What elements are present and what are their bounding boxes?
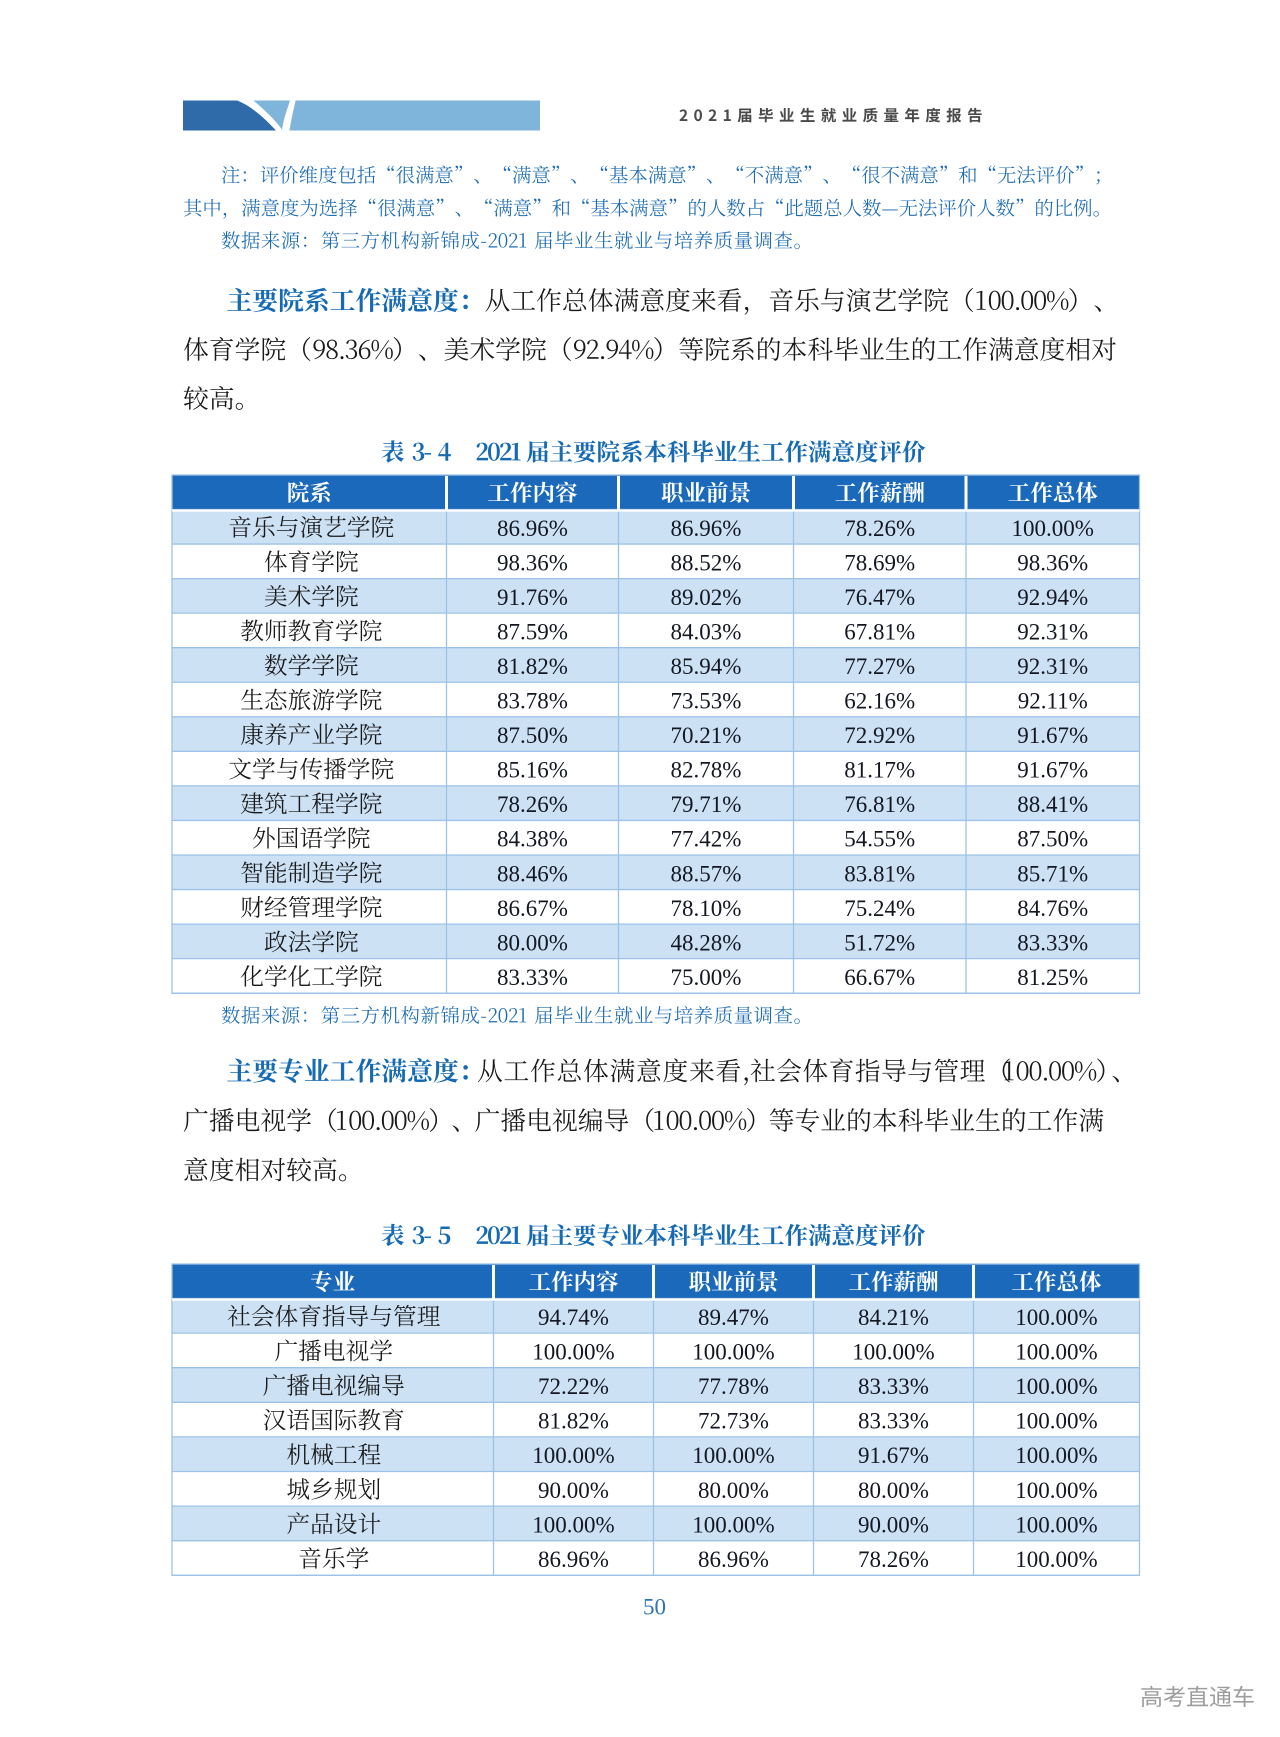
svg-text:82.78%: 82.78% <box>671 758 742 783</box>
svg-text:92.31%: 92.31% <box>1017 619 1088 644</box>
svg-text:88.46%: 88.46% <box>497 861 568 886</box>
svg-text:100.00%: 100.00% <box>532 1443 614 1468</box>
svg-text:100.00%: 100.00% <box>1015 1374 1097 1399</box>
svg-text:78.26%: 78.26% <box>497 792 568 817</box>
svg-text:85.71%: 85.71% <box>1017 861 1088 886</box>
svg-text:51.72%: 51.72% <box>844 930 915 955</box>
svg-text:100.00%: 100.00% <box>1015 1305 1097 1330</box>
svg-text:48.28%: 48.28% <box>671 930 742 955</box>
svg-text:86.67%: 86.67% <box>497 896 568 921</box>
svg-text:100.00%: 100.00% <box>1012 516 1094 541</box>
svg-text:92.11%: 92.11% <box>1018 689 1088 714</box>
svg-text:80.00%: 80.00% <box>698 1478 769 1503</box>
svg-text:86.96%: 86.96% <box>538 1547 609 1572</box>
svg-text:100.00%: 100.00% <box>1015 1547 1097 1572</box>
svg-text:86.96%: 86.96% <box>698 1547 769 1572</box>
svg-text:83.33%: 83.33% <box>858 1409 929 1434</box>
svg-text:86.96%: 86.96% <box>671 516 742 541</box>
svg-text:98.36%: 98.36% <box>497 550 568 575</box>
svg-text:77.78%: 77.78% <box>698 1374 769 1399</box>
svg-text:100.00%: 100.00% <box>1015 1478 1097 1503</box>
svg-text:100.00%: 100.00% <box>532 1339 614 1364</box>
svg-text:100.00%: 100.00% <box>1015 1512 1097 1537</box>
svg-text:84.38%: 84.38% <box>497 827 568 852</box>
svg-text:91.67%: 91.67% <box>1017 723 1088 748</box>
svg-text:89.47%: 89.47% <box>698 1305 769 1330</box>
svg-text:50: 50 <box>643 1595 666 1620</box>
svg-text:91.67%: 91.67% <box>1017 758 1088 783</box>
svg-text:100.00%: 100.00% <box>692 1512 774 1537</box>
svg-text:98.36%: 98.36% <box>1017 550 1088 575</box>
svg-text:85.16%: 85.16% <box>497 758 568 783</box>
svg-text:78.26%: 78.26% <box>844 516 915 541</box>
svg-text:81.17%: 81.17% <box>844 758 915 783</box>
svg-text:100.00%: 100.00% <box>852 1339 934 1364</box>
svg-text:84.76%: 84.76% <box>1017 896 1088 921</box>
svg-text:81.82%: 81.82% <box>497 654 568 679</box>
svg-text:67.81%: 67.81% <box>844 619 915 644</box>
svg-text:54.55%: 54.55% <box>844 827 915 852</box>
svg-text:100.00%: 100.00% <box>692 1339 774 1364</box>
svg-text:81.82%: 81.82% <box>538 1409 609 1434</box>
svg-text:91.67%: 91.67% <box>858 1443 929 1468</box>
svg-text:83.33%: 83.33% <box>1017 930 1088 955</box>
svg-text:78.69%: 78.69% <box>844 550 915 575</box>
svg-text:83.81%: 83.81% <box>844 861 915 886</box>
svg-text:79.71%: 79.71% <box>671 792 742 817</box>
svg-text:89.02%: 89.02% <box>671 585 742 610</box>
svg-text:78.10%: 78.10% <box>671 896 742 921</box>
svg-text:90.00%: 90.00% <box>858 1512 929 1537</box>
svg-text:92.31%: 92.31% <box>1017 654 1088 679</box>
svg-text:83.33%: 83.33% <box>497 965 568 990</box>
svg-text:73.53%: 73.53% <box>671 689 742 714</box>
svg-text:70.21%: 70.21% <box>671 723 742 748</box>
svg-text:62.16%: 62.16% <box>844 689 915 714</box>
svg-text:87.59%: 87.59% <box>497 619 568 644</box>
svg-text:100.00%: 100.00% <box>1015 1443 1097 1468</box>
svg-text:87.50%: 87.50% <box>1017 827 1088 852</box>
svg-text:76.47%: 76.47% <box>844 585 915 610</box>
svg-text:88.57%: 88.57% <box>671 861 742 886</box>
svg-text:88.52%: 88.52% <box>671 550 742 575</box>
svg-text:100.00%: 100.00% <box>692 1443 774 1468</box>
svg-text:94.74%: 94.74% <box>538 1305 609 1330</box>
svg-text:66.67%: 66.67% <box>844 965 915 990</box>
svg-text:100.00%: 100.00% <box>1015 1339 1097 1364</box>
svg-text:72.92%: 72.92% <box>844 723 915 748</box>
svg-text:90.00%: 90.00% <box>538 1478 609 1503</box>
svg-text:77.27%: 77.27% <box>844 654 915 679</box>
svg-text:100.00%: 100.00% <box>1015 1409 1097 1434</box>
svg-text:88.41%: 88.41% <box>1017 792 1088 817</box>
svg-text:81.25%: 81.25% <box>1017 965 1088 990</box>
svg-text:80.00%: 80.00% <box>858 1478 929 1503</box>
svg-text:84.03%: 84.03% <box>671 619 742 644</box>
svg-text:75.24%: 75.24% <box>844 896 915 921</box>
svg-text:75.00%: 75.00% <box>671 965 742 990</box>
svg-text:80.00%: 80.00% <box>497 930 568 955</box>
svg-text:83.78%: 83.78% <box>497 689 568 714</box>
svg-text:92.94%: 92.94% <box>1017 585 1088 610</box>
svg-text:77.42%: 77.42% <box>671 827 742 852</box>
svg-text:72.22%: 72.22% <box>538 1374 609 1399</box>
svg-text:91.76%: 91.76% <box>497 585 568 610</box>
svg-text:72.73%: 72.73% <box>698 1409 769 1434</box>
svg-text:86.96%: 86.96% <box>497 516 568 541</box>
svg-text:76.81%: 76.81% <box>844 792 915 817</box>
svg-text:85.94%: 85.94% <box>671 654 742 679</box>
svg-text:84.21%: 84.21% <box>858 1305 929 1330</box>
svg-text:100.00%: 100.00% <box>532 1512 614 1537</box>
svg-text:83.33%: 83.33% <box>858 1374 929 1399</box>
svg-text:87.50%: 87.50% <box>497 723 568 748</box>
svg-text:78.26%: 78.26% <box>858 1547 929 1572</box>
